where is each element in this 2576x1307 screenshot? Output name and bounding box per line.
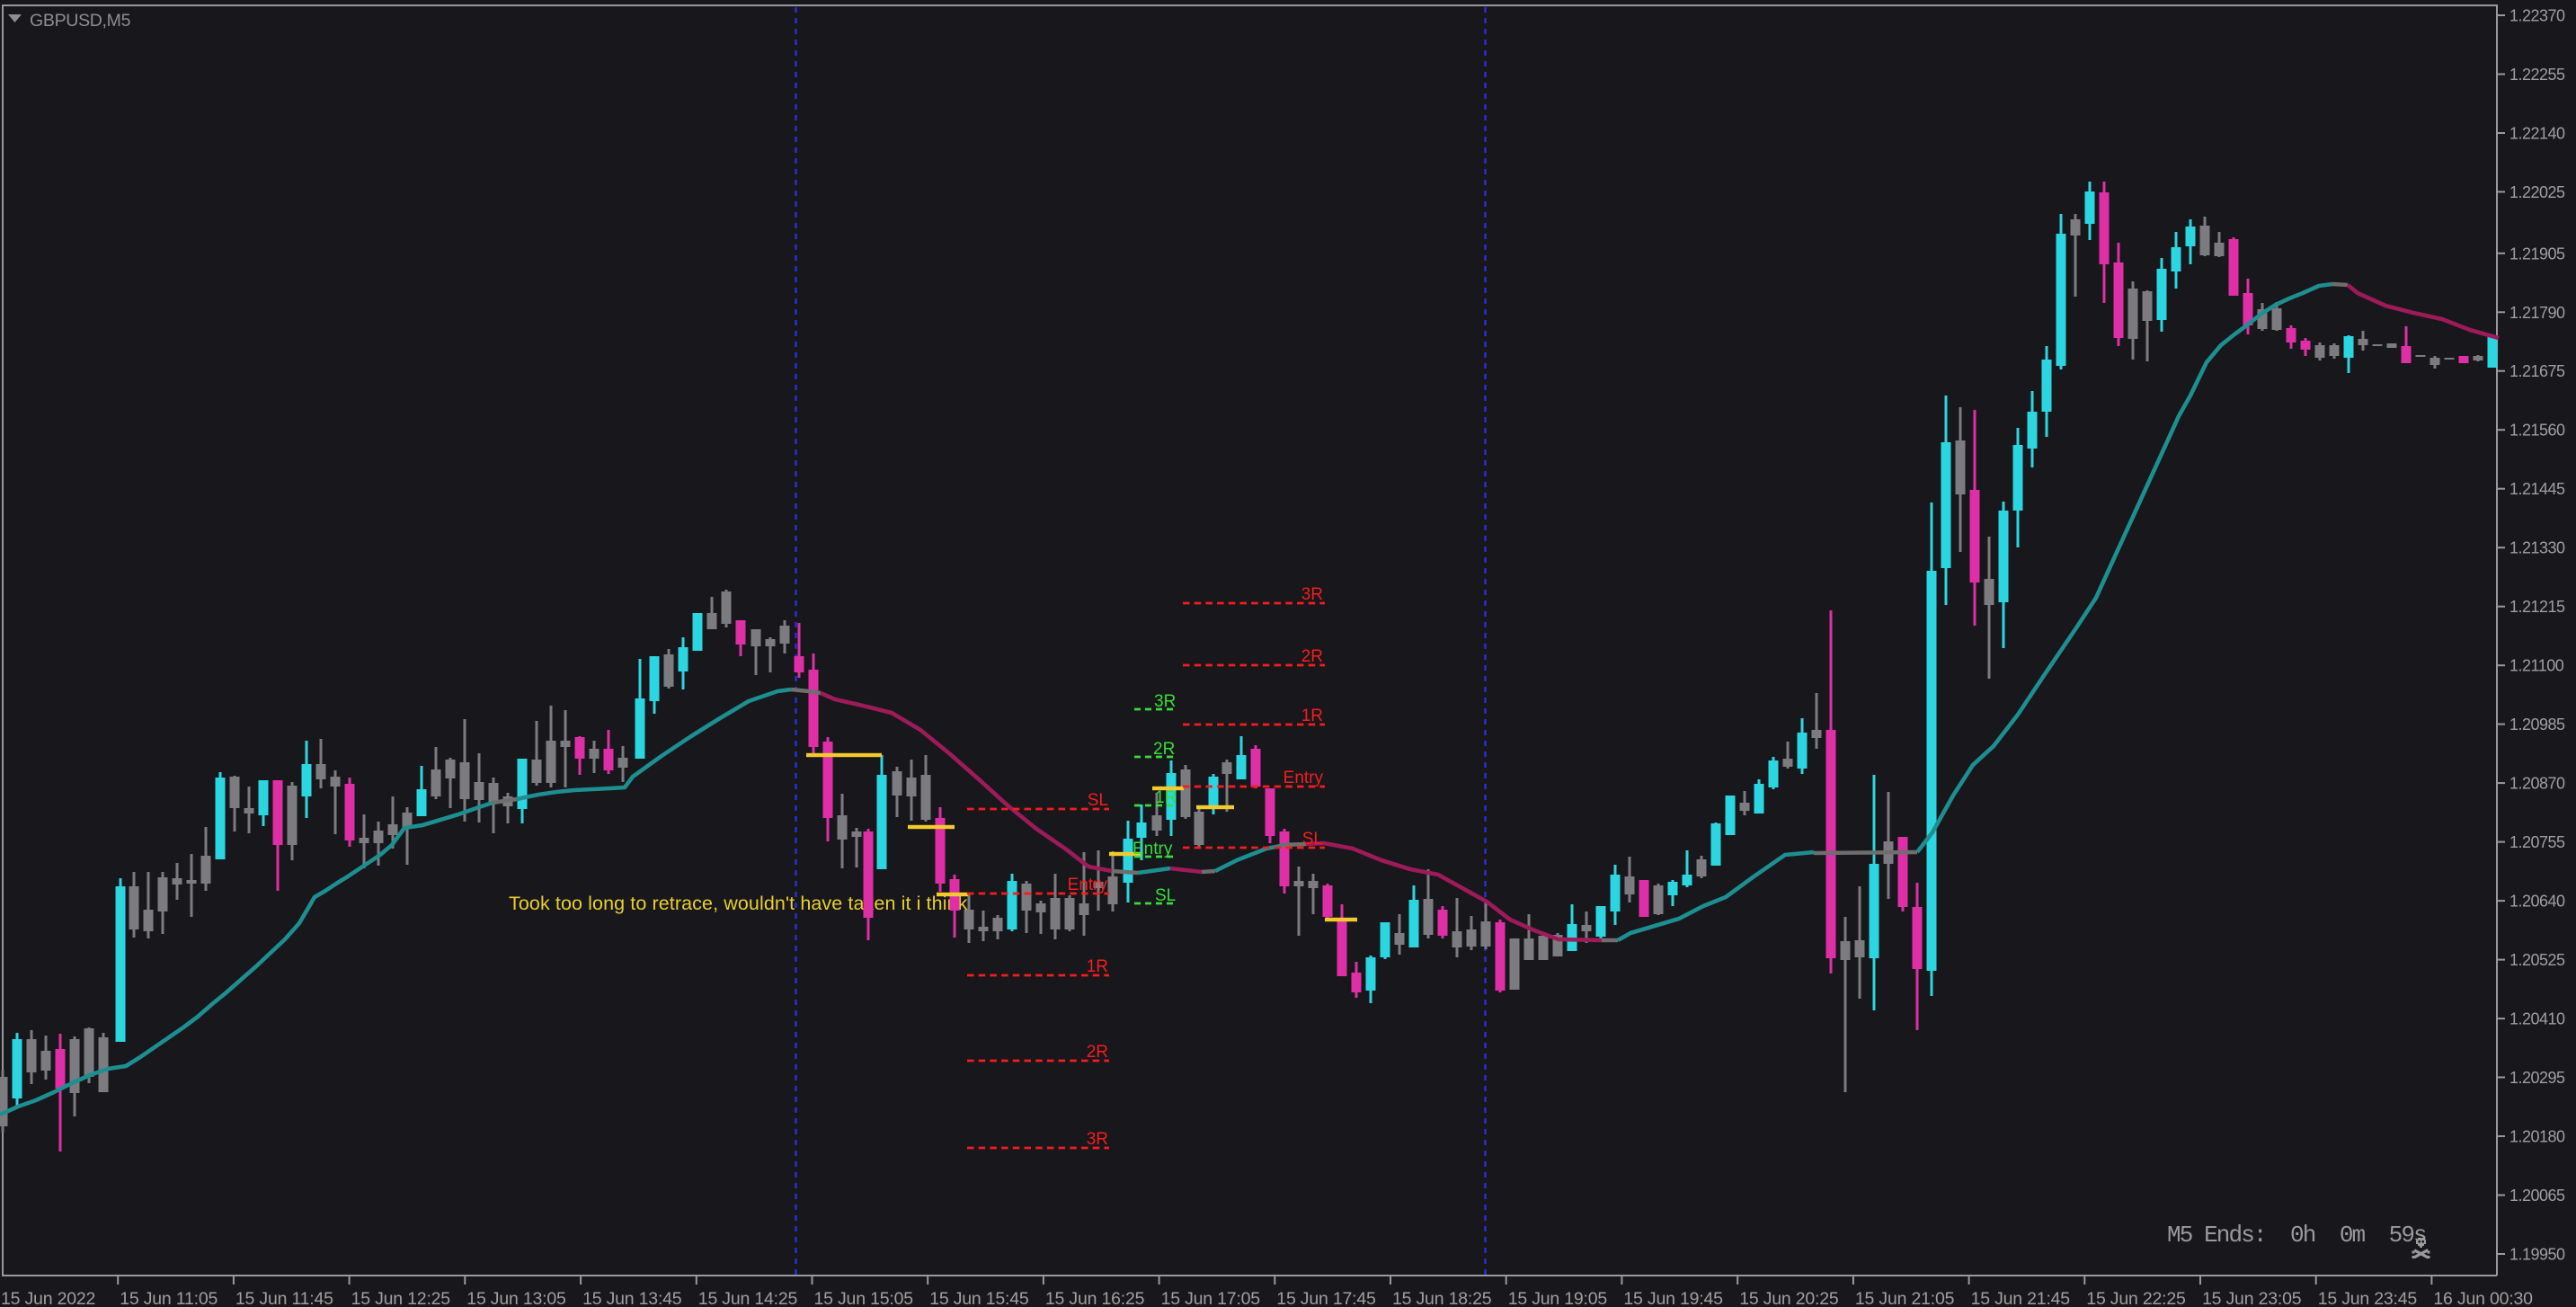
- svg-text:1.20640: 1.20640: [2509, 893, 2565, 911]
- svg-text:Entry: Entry: [1284, 769, 1324, 787]
- svg-text:Entry: Entry: [1133, 840, 1173, 858]
- svg-text:16 Jun 00:30: 16 Jun 00:30: [2433, 1289, 2533, 1307]
- svg-text:1.22140: 1.22140: [2509, 125, 2565, 143]
- svg-text:15 Jun 14:25: 15 Jun 14:25: [698, 1289, 798, 1307]
- svg-text:3R: 3R: [1154, 692, 1176, 711]
- svg-text:2R: 2R: [1087, 1043, 1108, 1062]
- svg-text:1.20870: 1.20870: [2509, 775, 2565, 793]
- svg-text:15 Jun 12:25: 15 Jun 12:25: [351, 1289, 451, 1307]
- svg-text:1.21905: 1.21905: [2509, 245, 2565, 262]
- svg-text:15 Jun 15:45: 15 Jun 15:45: [929, 1289, 1029, 1307]
- svg-text:1.20410: 1.20410: [2509, 1010, 2565, 1028]
- svg-text:15 Jun 19:45: 15 Jun 19:45: [1623, 1289, 1723, 1307]
- svg-text:1.21100: 1.21100: [2509, 657, 2564, 675]
- svg-text:SL: SL: [1302, 830, 1323, 849]
- svg-text:2R: 2R: [1301, 647, 1323, 666]
- svg-text:1.22025: 1.22025: [2509, 183, 2565, 201]
- svg-text:3R: 3R: [1301, 585, 1323, 604]
- svg-text:15 Jun 15:05: 15 Jun 15:05: [814, 1289, 914, 1307]
- svg-text:Took too long to retrace, woul: Took too long to retrace, wouldn't have …: [509, 893, 968, 914]
- svg-text:15 Jun 23:05: 15 Jun 23:05: [2202, 1289, 2302, 1307]
- svg-text:15 Jun 2022: 15 Jun 2022: [1, 1289, 95, 1307]
- svg-text:1.19950: 1.19950: [2509, 1246, 2565, 1264]
- svg-text:1.21560: 1.21560: [2509, 422, 2565, 440]
- svg-text:15 Jun 11:45: 15 Jun 11:45: [235, 1289, 333, 1307]
- svg-text:15 Jun 22:25: 15 Jun 22:25: [2086, 1289, 2186, 1307]
- svg-text:GBPUSD,M5: GBPUSD,M5: [30, 11, 131, 31]
- svg-text:1.22255: 1.22255: [2509, 66, 2565, 84]
- svg-text:15 Jun 17:45: 15 Jun 17:45: [1276, 1289, 1376, 1307]
- svg-text:15 Jun 17:05: 15 Jun 17:05: [1161, 1289, 1261, 1307]
- svg-text:1R: 1R: [1155, 788, 1177, 807]
- svg-text:SL: SL: [1088, 791, 1108, 810]
- svg-text:1.20755: 1.20755: [2509, 833, 2565, 851]
- svg-text:15 Jun 19:05: 15 Jun 19:05: [1508, 1289, 1608, 1307]
- svg-text:15 Jun 18:25: 15 Jun 18:25: [1392, 1289, 1492, 1307]
- svg-text:1.22370: 1.22370: [2509, 7, 2565, 25]
- svg-text:1.20295: 1.20295: [2509, 1069, 2565, 1087]
- svg-text:M5 Ends: 0h 0m 59s: M5 Ends: 0h 0m 59s: [2167, 1222, 2426, 1249]
- svg-text:1.20065: 1.20065: [2509, 1187, 2565, 1205]
- svg-text:1.20525: 1.20525: [2509, 951, 2565, 969]
- svg-text:15 Jun 16:25: 15 Jun 16:25: [1045, 1289, 1145, 1307]
- svg-text:2R: 2R: [1153, 740, 1175, 759]
- svg-text:1.21675: 1.21675: [2509, 362, 2565, 380]
- svg-text:15 Jun 20:25: 15 Jun 20:25: [1739, 1289, 1839, 1307]
- svg-text:15 Jun 13:05: 15 Jun 13:05: [466, 1289, 566, 1307]
- svg-text:SL: SL: [1155, 886, 1176, 905]
- svg-text:Entry: Entry: [1068, 876, 1108, 894]
- svg-text:1.20180: 1.20180: [2509, 1128, 2565, 1146]
- svg-text:1R: 1R: [1301, 707, 1323, 725]
- svg-text:3R: 3R: [1087, 1130, 1108, 1149]
- svg-text:1.21790: 1.21790: [2509, 304, 2565, 322]
- svg-text:1.21445: 1.21445: [2509, 480, 2565, 498]
- svg-text:1R: 1R: [1087, 957, 1108, 976]
- svg-text:1.21330: 1.21330: [2509, 539, 2565, 557]
- svg-text:15 Jun 23:45: 15 Jun 23:45: [2318, 1289, 2418, 1307]
- svg-text:15 Jun 11:05: 15 Jun 11:05: [120, 1289, 218, 1307]
- svg-text:15 Jun 13:45: 15 Jun 13:45: [582, 1289, 682, 1307]
- svg-text:1.20985: 1.20985: [2509, 716, 2565, 734]
- svg-text:15 Jun 21:05: 15 Jun 21:05: [1855, 1289, 1955, 1307]
- svg-text:1.21215: 1.21215: [2509, 598, 2565, 616]
- svg-text:15 Jun 21:45: 15 Jun 21:45: [1971, 1289, 2071, 1307]
